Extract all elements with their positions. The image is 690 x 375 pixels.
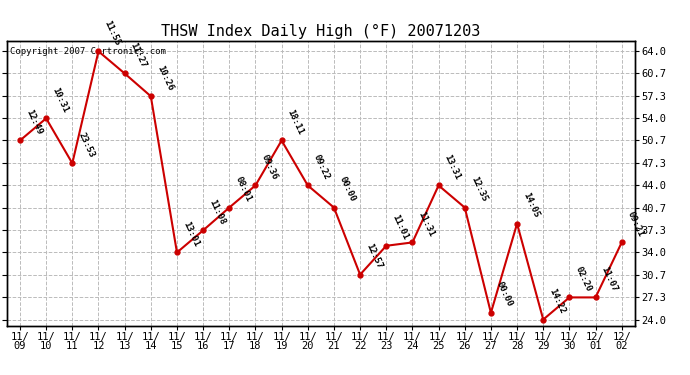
- Title: THSW Index Daily High (°F) 20071203: THSW Index Daily High (°F) 20071203: [161, 24, 480, 39]
- Text: 23:53: 23:53: [77, 131, 96, 159]
- Text: 09:21: 09:21: [626, 210, 645, 238]
- Text: 09:22: 09:22: [312, 153, 331, 181]
- Text: 11:08: 11:08: [207, 198, 227, 226]
- Text: 18:11: 18:11: [286, 108, 305, 136]
- Text: 14:05: 14:05: [521, 191, 541, 219]
- Text: 11:31: 11:31: [417, 210, 436, 238]
- Text: 02:20: 02:20: [573, 265, 593, 293]
- Text: 00:00: 00:00: [338, 175, 357, 203]
- Text: 08:01: 08:01: [233, 175, 253, 203]
- Text: 10:31: 10:31: [50, 86, 70, 114]
- Text: 00:00: 00:00: [495, 280, 515, 309]
- Text: 12:57: 12:57: [364, 242, 384, 270]
- Text: 14:22: 14:22: [547, 287, 567, 315]
- Text: 09:36: 09:36: [259, 153, 279, 181]
- Text: 13:01: 13:01: [181, 220, 201, 248]
- Text: Copyright 2007 Cartronics.com: Copyright 2007 Cartronics.com: [10, 47, 166, 56]
- Text: 11:01: 11:01: [391, 213, 410, 242]
- Text: 12:49: 12:49: [24, 108, 43, 136]
- Text: 11:07: 11:07: [600, 265, 619, 293]
- Text: 11:55: 11:55: [103, 19, 122, 47]
- Text: 10:26: 10:26: [155, 64, 175, 92]
- Text: 12:35: 12:35: [469, 175, 489, 203]
- Text: 13:31: 13:31: [443, 153, 462, 181]
- Text: 11:27: 11:27: [129, 41, 148, 69]
